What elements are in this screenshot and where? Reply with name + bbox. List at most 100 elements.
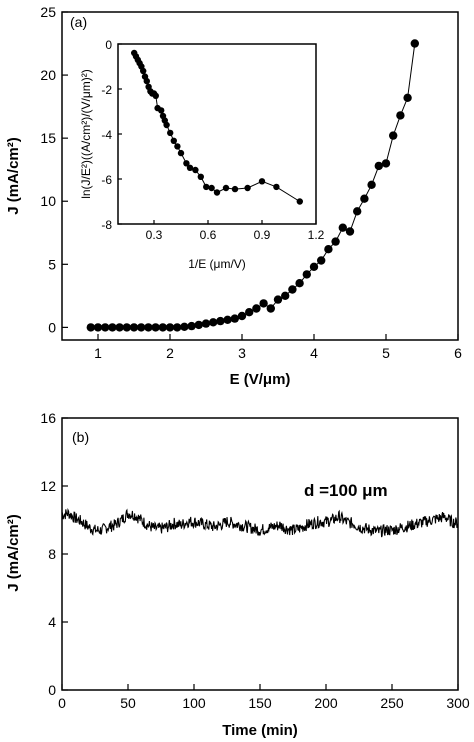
inset-data-point: [231, 185, 239, 193]
inset-y-tick-label: -4: [101, 128, 112, 142]
inset-data-point: [183, 160, 190, 167]
panel-a-x-tick-label: 2: [166, 345, 174, 361]
panel-a-label: (a): [70, 14, 87, 30]
panel-a-data-point: [360, 194, 369, 203]
panel-b-x-tick-label: 0: [58, 695, 66, 711]
panel-a-data-point: [281, 291, 290, 300]
panel-a-data-point: [101, 323, 110, 332]
inset-data-point: [143, 77, 150, 85]
panel-a-y-axis-title: J (mA/cm²): [5, 137, 22, 215]
panel-a-data-point: [144, 323, 153, 332]
panel-a-chart: 1 2 3 4 5 6 0 5 10 15 20 25 (a) E (V/μm) J (mA/cm²): [5, 4, 462, 388]
inset-data-point: [208, 184, 215, 192]
inset-y-tick-label: 0: [105, 38, 112, 52]
panel-a-data-point: [338, 223, 347, 232]
panel-a-data-point: [403, 93, 412, 103]
panel-a-series: [86, 39, 419, 332]
panel-a-data-point: [230, 314, 239, 323]
panel-a-data-point: [245, 308, 254, 317]
panel-b-x-tick-label: 200: [314, 695, 338, 711]
panel-a-x-tick-label: 5: [382, 345, 390, 361]
inset-x-tick-label: 1.2: [308, 228, 325, 242]
panel-a-data-point: [345, 227, 355, 236]
panel-a-data-point: [129, 323, 139, 332]
inset-series: [131, 49, 303, 205]
inset-x-tick-label: 0.6: [200, 228, 217, 242]
panel-b-x-tick-label: 100: [182, 695, 206, 711]
panel-a-x-tick-label: 4: [310, 345, 318, 361]
panel-a-y-tick-label: 10: [40, 193, 56, 209]
panel-a-data-point: [324, 245, 333, 254]
panel-a-data-point: [396, 111, 405, 120]
panel-a-data-point: [165, 323, 175, 332]
panel-a-data-point: [180, 322, 189, 331]
inset-data-point: [186, 164, 194, 171]
panel-a-data-point: [353, 207, 362, 216]
inset-data-point: [222, 184, 230, 192]
panel-a-data-point: [201, 319, 211, 328]
panel-b-annotation: d =100 μm: [304, 481, 388, 500]
panel-a-x-tick-label: 6: [454, 345, 462, 361]
panel-a-y-tick-label: 5: [48, 256, 56, 272]
panel-a-data-point: [158, 323, 167, 332]
inset-plot-frame: [117, 43, 317, 225]
inset-data-point: [170, 137, 177, 144]
panel-b-y-tick-label: 16: [40, 410, 56, 426]
inset-y-axis-title: ln(J/E²)((A/cm²)/(V/μm)²): [79, 69, 93, 199]
panel-a-data-point: [194, 320, 203, 330]
inset-y-tick-label: -8: [101, 218, 112, 232]
inset-data-point: [177, 149, 185, 157]
panel-b-y-tick-label: 12: [40, 478, 56, 494]
inset-data-point: [167, 129, 174, 137]
panel-b-x-tick-label: 300: [446, 695, 470, 711]
panel-a-data-point: [209, 318, 218, 327]
inset-x-tick-label: 0.3: [146, 228, 163, 242]
inset-x-axis-title: 1/E (μm/V): [188, 257, 246, 271]
panel-a-data-point: [216, 316, 225, 326]
panel-a-data-point: [302, 270, 311, 279]
panel-a-y-tick-label: 20: [40, 67, 56, 83]
inset-chart: 0.3 0.6 0.9 1.2 0 -2 -4 -6 -8 1/E (μm/V) ln(J/E²…: [79, 38, 325, 271]
panel-a-data-point: [187, 321, 196, 331]
panel-a-data-point: [266, 304, 275, 313]
panel-b-y-tick-label: 0: [48, 682, 56, 698]
panel-a-x-axis-title: E (V/μm): [230, 371, 291, 388]
panel-a-data-point: [374, 161, 383, 171]
panel-b-series-line: [61, 507, 459, 538]
panel-a-data-point: [410, 39, 419, 48]
inset-data-point: [163, 121, 170, 129]
panel-b-y-axis-title: J (mA/cm²): [5, 514, 22, 592]
inset-data-point: [273, 183, 280, 191]
panel-b-label: (b): [72, 429, 89, 445]
panel-a-data-point: [223, 315, 232, 324]
panel-b-series: [61, 507, 459, 538]
panel-a-data-point: [381, 159, 391, 168]
inset-data-point: [244, 184, 251, 192]
panel-b-x-tick-label: 250: [380, 695, 404, 711]
panel-a-data-point: [86, 323, 96, 332]
panel-b-x-axis-title: Time (min): [222, 722, 298, 739]
inset-y-tick-label: -2: [101, 83, 112, 97]
inset-data-point: [152, 92, 159, 100]
panel-a-data-point: [237, 311, 247, 321]
inset-x-tick-label: 0.9: [254, 228, 271, 242]
panel-a-x-tick-label: 3: [238, 345, 246, 361]
panel-a-y-tick-label: 25: [40, 4, 56, 20]
panel-a-data-point: [173, 323, 182, 332]
panel-a-data-point: [288, 285, 297, 294]
panel-b-x-tick-label: 150: [248, 695, 272, 711]
inset-data-point: [213, 189, 221, 196]
panel-a-data-point: [367, 180, 376, 189]
inset-data-point: [158, 107, 165, 114]
panel-a-x-tick-label: 1: [94, 345, 102, 361]
panel-a-data-point: [93, 323, 103, 332]
inset-data-point: [296, 198, 303, 205]
panel-a-data-point: [389, 131, 398, 140]
inset-axis-ticks: 0.3 0.6 0.9 1.2 0 -2 -4 -6 -8: [101, 38, 324, 242]
panel-a-data-point: [122, 323, 131, 332]
inset-data-point: [174, 143, 181, 150]
panel-b-axis-ticks: 0 50 100 150 200 250 300 0 4 8 12 16: [40, 410, 469, 711]
panel-b-plot-frame: [61, 417, 459, 691]
